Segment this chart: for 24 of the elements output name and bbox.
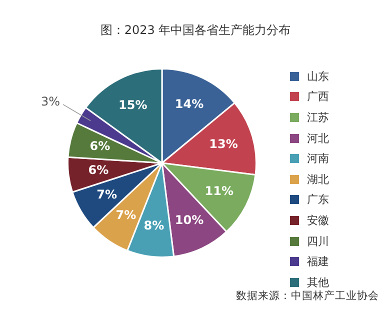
- legend-label: 湖北: [307, 172, 329, 187]
- data-label: 7%: [96, 188, 118, 202]
- legend-label: 福建: [307, 254, 329, 270]
- legend-label: 山东: [307, 68, 329, 84]
- legend-label: 广东: [307, 192, 329, 208]
- source-note: 数据来源：中国林产工业协会: [236, 289, 379, 303]
- data-label: 15%: [118, 98, 148, 112]
- legend-label: 江苏: [307, 110, 329, 125]
- legend-label: 安徽: [307, 212, 329, 228]
- data-label: 11%: [204, 184, 234, 198]
- legend-label: 其他: [307, 274, 329, 290]
- data-label: 13%: [209, 137, 238, 152]
- data-label: 3%: [40, 94, 60, 109]
- legend-label: 河北: [307, 130, 329, 146]
- data-label: 6%: [90, 139, 110, 154]
- data-label: 8%: [144, 218, 164, 233]
- data-label: 6%: [88, 163, 109, 178]
- data-label: 14%: [174, 97, 204, 112]
- legend-label: 广西: [307, 89, 329, 104]
- data-label: 10%: [174, 213, 204, 228]
- legend-label: 四川: [307, 234, 329, 249]
- chart-title: 图：2023 年中国各省生产能力分布: [99, 22, 292, 39]
- legend-label: 河南: [307, 151, 329, 166]
- data-label: 7%: [116, 208, 136, 222]
